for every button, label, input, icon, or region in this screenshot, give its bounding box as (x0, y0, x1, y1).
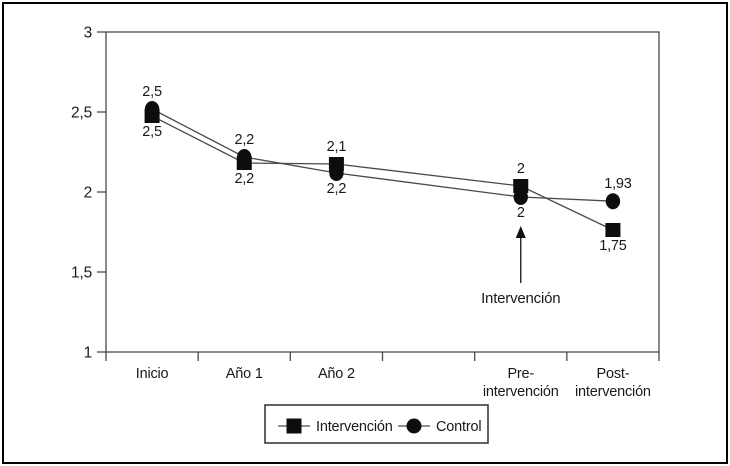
data-label: 2,2 (327, 181, 347, 197)
data-label: 2 (517, 161, 525, 177)
data-label: 2 (517, 205, 525, 221)
plot-box (105, 31, 660, 353)
x-tick-label: Inicio (136, 366, 169, 382)
data-label: 2,2 (234, 132, 254, 148)
y-tick-label: 1,5 (71, 265, 92, 282)
intervencion-square-marker (144, 109, 160, 123)
intervencion-square-marker (605, 223, 621, 237)
intervencion-square-marker (513, 179, 529, 193)
legend-box (264, 404, 489, 444)
legend-label: Control (436, 419, 481, 435)
intervencion-square-marker (328, 157, 344, 171)
data-label: 2,2 (234, 171, 254, 187)
data-labels-layer: 2,5 2,5 2,2 2,2 2,1 2,2 2 2 1,93 1,75 (142, 84, 632, 254)
up-arrow-icon (515, 226, 526, 238)
x-tick-label: Post- (596, 366, 629, 382)
legend-circle-marker-icon (406, 418, 422, 434)
data-label: 1,93 (604, 176, 632, 192)
x-tick-label: Año 1 (226, 366, 263, 382)
x-tick-label: intervención (483, 384, 559, 400)
intervencion-square-marker (236, 156, 252, 170)
y-tick-label: 2 (84, 185, 92, 202)
control-line (151, 108, 613, 202)
legend-item-control: Control (398, 418, 482, 435)
data-label: 2,5 (142, 124, 162, 140)
legend-square-marker-icon (286, 418, 302, 434)
annotation-layer: Intervención (481, 226, 561, 307)
y-tick-label: 2,5 (71, 105, 92, 122)
x-tick-label: Pre- (507, 366, 534, 382)
control-circle-marker (605, 193, 621, 210)
intervencion-line (151, 115, 614, 231)
legend: Intervención Control (264, 404, 489, 444)
series-layer (144, 101, 621, 237)
y-tick-label: 1 (84, 345, 92, 362)
plot-area: 3 2,5 2 1,5 1 Inicio Año 1 Año 2 Pre-intervenció… (71, 25, 660, 400)
data-label: 1,75 (599, 238, 627, 254)
x-tick-label: intervención (575, 384, 651, 400)
x-tick-label: Año 2 (318, 366, 355, 382)
y-tick-label: 3 (84, 25, 92, 42)
annotation-label: Intervención (481, 290, 560, 307)
data-label: 2,1 (327, 139, 347, 155)
legend-item-intervencion: Intervención (278, 418, 393, 435)
legend-label: Intervención (316, 419, 393, 435)
data-label: 2,5 (142, 84, 162, 100)
